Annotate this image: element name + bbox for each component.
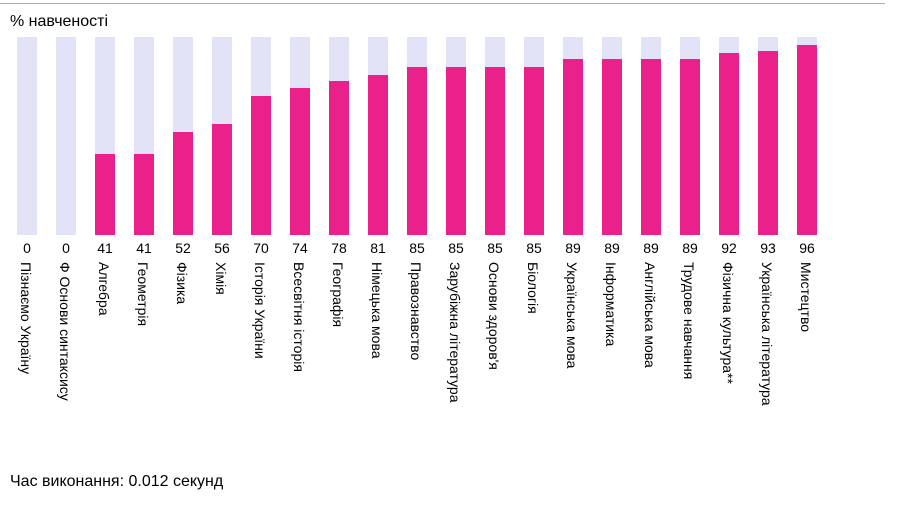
bar [290, 88, 310, 235]
category-label: Пізнаємо Україну [18, 262, 34, 375]
value-label: 70 [253, 240, 269, 256]
value-label: 85 [487, 240, 503, 256]
value-label: 41 [136, 240, 152, 256]
value-label: 89 [604, 240, 620, 256]
value-label: 52 [175, 240, 191, 256]
category-label: Англійська мова [642, 262, 658, 368]
category-label: Німецька мова [369, 262, 385, 359]
bar [719, 52, 739, 235]
value-label: 81 [370, 240, 386, 256]
category-label: Правознавство [408, 262, 424, 361]
top-divider [0, 3, 885, 4]
bar [524, 66, 544, 235]
category-label: Українська література [759, 262, 775, 406]
bar [602, 58, 622, 235]
bar [212, 124, 232, 235]
bar [641, 58, 661, 235]
bar [95, 153, 115, 235]
category-label: Основи здоров'я [486, 262, 502, 370]
bar [446, 66, 466, 235]
bar [758, 50, 778, 235]
value-label: 41 [97, 240, 113, 256]
bar-track [17, 37, 37, 235]
execution-time: Час виконання: 0.012 секунд [10, 473, 224, 490]
category-label: Історія України [252, 262, 268, 359]
bar [329, 80, 349, 235]
value-label: 89 [682, 240, 698, 256]
bar [407, 66, 427, 235]
category-label: Українська мова [564, 262, 580, 369]
value-label: 74 [292, 240, 308, 256]
category-label: Фізична культура** [720, 262, 736, 384]
value-label: 0 [23, 240, 31, 256]
bar [797, 44, 817, 235]
category-label: Мистецтво [798, 262, 814, 333]
value-label: 0 [62, 240, 70, 256]
chart-title: % навченості [10, 13, 109, 30]
bar [485, 66, 505, 235]
value-label: 93 [760, 240, 776, 256]
category-label: Трудове навчання [681, 262, 697, 380]
bar [251, 96, 271, 235]
bar-track [56, 37, 76, 235]
category-label: Всесвітня історія [291, 262, 307, 372]
value-label: 85 [448, 240, 464, 256]
bar [134, 153, 154, 235]
category-label: Хімія [213, 262, 229, 295]
bar [173, 132, 193, 235]
value-label: 89 [643, 240, 659, 256]
value-label: 89 [565, 240, 581, 256]
value-label: 85 [526, 240, 542, 256]
category-label: Ф Основи синтаксису [57, 262, 73, 401]
category-label: Геометрія [135, 262, 151, 327]
category-label: Географія [330, 262, 346, 328]
category-label: Зарубіжна література [447, 262, 463, 403]
category-label: Фізика [174, 262, 190, 305]
category-label: Біологія [525, 262, 541, 314]
value-label: 96 [799, 240, 815, 256]
category-label: Інформатика [603, 262, 619, 347]
value-label: 78 [331, 240, 347, 256]
category-label: Алгебра [96, 262, 112, 316]
bar [368, 74, 388, 235]
value-label: 56 [214, 240, 230, 256]
value-label: 92 [721, 240, 737, 256]
bar [563, 58, 583, 235]
bar [680, 58, 700, 235]
value-label: 85 [409, 240, 425, 256]
